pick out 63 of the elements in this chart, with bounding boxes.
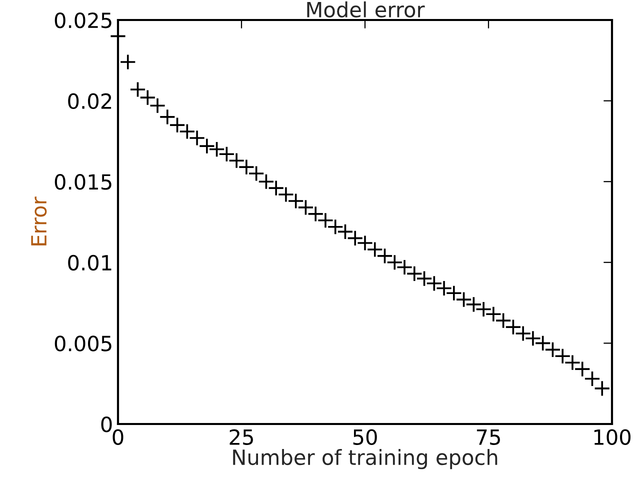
point [514,325,532,342]
point [386,254,403,271]
point [327,218,344,236]
point [130,81,146,98]
point [416,270,432,287]
point [268,180,284,196]
point [564,354,581,371]
point [574,360,591,378]
point [149,97,166,114]
point [495,312,512,329]
point [188,130,206,146]
x-tick-label: 100 [594,429,630,445]
y-tick-label: 0.015 [54,174,112,190]
point [307,206,324,222]
point [258,173,274,190]
x-tick-label: 75 [476,430,500,445]
point [120,54,136,70]
x-tick-label: 0 [112,429,124,445]
point [198,138,216,154]
point [208,141,225,158]
point [456,291,472,308]
point [139,89,156,106]
point [169,116,186,134]
y-tick-label: 0.02 [68,93,112,110]
point [238,158,255,176]
point [465,296,482,313]
point [485,306,502,322]
point [278,186,294,203]
point [544,341,561,358]
point [475,301,492,318]
point [159,108,176,126]
point [554,348,571,364]
point [584,370,600,387]
x-tick-label: 25 [230,429,253,445]
point [366,241,384,258]
point [406,266,423,282]
point [298,199,314,216]
y-tick-label: 0.01 [68,254,112,271]
point [534,335,552,352]
point [356,234,374,252]
x-axis-title: Number of training epoch [233,449,498,470]
point [337,224,354,240]
x-tick-label: 50 [353,429,377,445]
chart-title: Model error [307,1,425,18]
y-tick-label: 0.025 [54,12,112,28]
point [426,275,442,292]
point [218,146,235,162]
y-tick-label: 0.005 [54,336,112,352]
point [346,230,364,246]
point [396,259,413,276]
point [446,284,462,302]
point [524,330,542,347]
y-tick-label: 0 [101,416,112,432]
point [376,248,393,264]
y-axis-title: Error [31,196,47,246]
point [505,318,522,336]
point [178,123,196,140]
point [228,152,245,169]
point [317,212,334,229]
point [594,380,610,397]
point [436,280,452,296]
point [288,192,304,210]
point [248,165,265,182]
